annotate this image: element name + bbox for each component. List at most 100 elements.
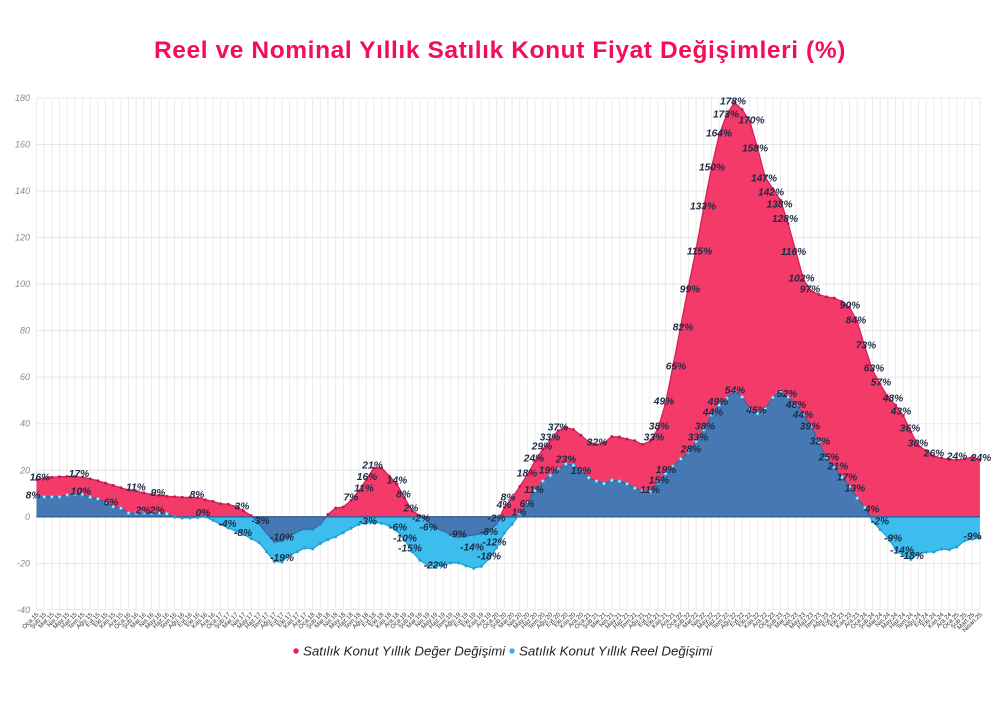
svg-text:Satılık Konut Yıllık Değer Değ: Satılık Konut Yıllık Değer Değişimi — [303, 644, 506, 659]
svg-text:33%: 33% — [688, 433, 708, 444]
svg-text:0: 0 — [25, 512, 30, 522]
svg-text:140: 140 — [15, 186, 30, 196]
svg-text:8%: 8% — [501, 493, 516, 504]
svg-text:19%: 19% — [571, 466, 591, 477]
svg-text:25%: 25% — [818, 453, 839, 464]
svg-text:16%: 16% — [357, 472, 377, 483]
svg-text:116%: 116% — [781, 247, 806, 258]
svg-text:158%: 158% — [742, 144, 768, 155]
svg-text:-2%: -2% — [487, 514, 505, 525]
svg-text:180: 180 — [15, 93, 30, 103]
svg-text:-9%: -9% — [884, 534, 902, 545]
svg-text:-18%: -18% — [477, 551, 501, 562]
svg-text:10%: 10% — [71, 487, 91, 498]
svg-text:1%: 1% — [512, 508, 527, 519]
svg-text:17%: 17% — [69, 469, 89, 480]
svg-text:40: 40 — [20, 419, 30, 429]
svg-text:20: 20 — [19, 465, 30, 475]
svg-text:8%: 8% — [26, 491, 41, 502]
svg-text:99%: 99% — [680, 285, 700, 296]
svg-text:19%: 19% — [539, 466, 559, 477]
svg-text:57%: 57% — [871, 378, 891, 389]
svg-text:-12%: -12% — [483, 538, 507, 549]
svg-text:-8%: -8% — [480, 527, 498, 538]
svg-text:63%: 63% — [864, 364, 884, 375]
svg-text:-10%: -10% — [393, 534, 417, 545]
svg-text:178%: 178% — [720, 97, 746, 108]
svg-text:100: 100 — [15, 279, 30, 289]
svg-text:37%: 37% — [548, 423, 568, 434]
svg-text:84%: 84% — [846, 316, 866, 327]
svg-text:-3%: -3% — [359, 517, 377, 528]
svg-text:80: 80 — [20, 326, 30, 336]
svg-text:39%: 39% — [800, 422, 820, 433]
svg-text:21%: 21% — [827, 462, 848, 473]
svg-text:2%: 2% — [149, 506, 165, 517]
svg-text:19%: 19% — [656, 465, 676, 476]
svg-text:2%: 2% — [403, 504, 419, 515]
svg-text:8%: 8% — [396, 490, 411, 501]
svg-text:33%: 33% — [644, 433, 664, 444]
svg-text:54%: 54% — [725, 386, 745, 397]
svg-text:11%: 11% — [126, 483, 146, 494]
svg-text:24%: 24% — [523, 454, 544, 465]
svg-text:38%: 38% — [649, 422, 669, 433]
svg-text:-6%: -6% — [419, 523, 437, 534]
svg-text:13%: 13% — [845, 484, 865, 495]
svg-text:-14%: -14% — [460, 542, 484, 553]
svg-text:48%: 48% — [882, 394, 903, 405]
svg-text:97%: 97% — [800, 285, 820, 296]
svg-text:82%: 82% — [673, 323, 693, 334]
svg-text:49%: 49% — [707, 397, 728, 408]
svg-text:-2%: -2% — [871, 517, 889, 528]
svg-text:102%: 102% — [788, 274, 814, 285]
svg-text:11%: 11% — [354, 484, 374, 495]
svg-text:24%: 24% — [970, 453, 991, 464]
svg-text:0%: 0% — [196, 508, 211, 519]
svg-text:32%: 32% — [587, 438, 607, 449]
svg-text:6%: 6% — [104, 498, 119, 509]
svg-text:38%: 38% — [695, 422, 715, 433]
svg-text:-22%: -22% — [424, 561, 448, 572]
svg-text:44%: 44% — [792, 410, 813, 421]
svg-text:-18%: -18% — [900, 551, 924, 562]
svg-text:6%: 6% — [520, 499, 535, 510]
svg-text:173%: 173% — [713, 110, 739, 121]
svg-text:133%: 133% — [690, 202, 716, 213]
svg-text:-6%: -6% — [389, 523, 407, 534]
svg-text:3%: 3% — [235, 502, 250, 513]
svg-text:-8%: -8% — [234, 528, 252, 539]
svg-text:138%: 138% — [766, 200, 792, 211]
svg-text:-9%: -9% — [448, 530, 466, 541]
svg-text:7%: 7% — [344, 493, 359, 504]
svg-text:150%: 150% — [699, 163, 725, 174]
svg-text:26%: 26% — [923, 449, 944, 460]
svg-text:24%: 24% — [946, 452, 967, 463]
svg-text:11%: 11% — [640, 485, 660, 496]
svg-text:17%: 17% — [837, 473, 857, 484]
svg-text:-14%: -14% — [890, 546, 914, 557]
svg-text:48%: 48% — [785, 400, 806, 411]
svg-text:-10%: -10% — [270, 533, 294, 544]
svg-text:29%: 29% — [531, 442, 552, 453]
svg-text:-2%: -2% — [412, 514, 430, 525]
svg-text:23%: 23% — [555, 455, 576, 466]
svg-text:32%: 32% — [810, 437, 830, 448]
svg-text:43%: 43% — [890, 407, 911, 418]
svg-text:18%: 18% — [517, 469, 537, 480]
svg-text:-20: -20 — [17, 558, 30, 568]
svg-text:142%: 142% — [758, 188, 784, 199]
svg-text:28%: 28% — [680, 445, 701, 456]
svg-text:15%: 15% — [649, 476, 669, 487]
svg-text:-3%: -3% — [251, 516, 269, 527]
svg-text:-19%: -19% — [270, 553, 294, 564]
svg-text:30%: 30% — [908, 439, 928, 450]
svg-text:170%: 170% — [738, 116, 764, 127]
svg-text:60: 60 — [20, 372, 30, 382]
svg-text:14%: 14% — [387, 476, 407, 487]
svg-text:8%: 8% — [190, 490, 205, 501]
svg-text:44%: 44% — [702, 408, 723, 419]
svg-text:49%: 49% — [653, 397, 674, 408]
svg-text:120: 120 — [15, 233, 30, 243]
svg-text:16%: 16% — [30, 473, 50, 484]
